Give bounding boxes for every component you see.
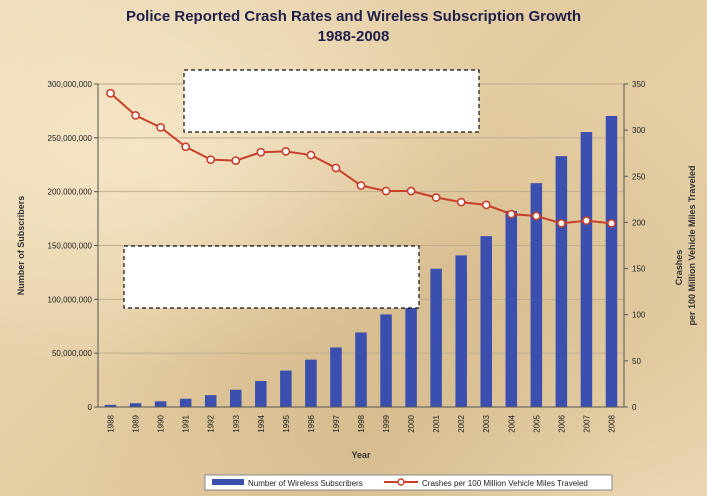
line-point xyxy=(607,218,616,228)
bar xyxy=(605,115,618,408)
x-tick-label: 2001 xyxy=(432,414,441,432)
bar xyxy=(455,255,467,407)
bar xyxy=(555,156,568,407)
line-point xyxy=(331,163,341,173)
left-tick-label: 100,000,000 xyxy=(48,295,93,304)
line-point xyxy=(481,200,491,210)
annotation-box-top xyxy=(183,69,480,133)
x-tick-label: 2004 xyxy=(507,414,516,432)
left-tick-label: 200,000,000 xyxy=(48,188,93,197)
right-tick-label: 0 xyxy=(632,403,637,412)
bar xyxy=(405,289,417,407)
line-point xyxy=(456,197,466,207)
line-point xyxy=(582,216,591,225)
line-point xyxy=(181,142,191,152)
x-tick-label: 2000 xyxy=(407,414,416,432)
annotation-boxes xyxy=(123,69,480,309)
legend-swatch-bars xyxy=(212,479,244,485)
bar xyxy=(355,332,367,407)
right-tick-label: 50 xyxy=(632,357,641,366)
right-tick-label: 350 xyxy=(632,80,646,89)
x-tick-label: 1998 xyxy=(357,414,366,432)
line-point xyxy=(156,122,166,132)
right-tick-label: 100 xyxy=(632,311,646,320)
line-point xyxy=(206,155,216,165)
bar xyxy=(330,347,342,407)
legend-label-line: Crashes per 100 Million Vehicle Miles Tr… xyxy=(422,479,588,488)
x-tick-label: 1996 xyxy=(307,414,316,432)
x-tick-label: 1988 xyxy=(107,414,116,432)
x-tick-label: 1994 xyxy=(257,414,266,432)
left-axis-title: Number of Subscribers xyxy=(16,196,26,296)
bar xyxy=(255,381,267,407)
line-point xyxy=(281,146,291,156)
line-point xyxy=(131,110,140,120)
x-tick-label: 1995 xyxy=(282,414,291,432)
x-tick-label: 2003 xyxy=(482,414,491,432)
x-tick-label: 1999 xyxy=(382,414,391,432)
x-tick-label: 2005 xyxy=(532,414,541,432)
line-point xyxy=(356,181,366,190)
left-tick-label: 0 xyxy=(88,403,93,412)
left-tick-label: 150,000,000 xyxy=(48,242,93,251)
x-tick-label: 1991 xyxy=(182,414,191,432)
bar xyxy=(129,403,142,407)
line-point xyxy=(256,147,266,157)
right-axis-title-line2: per 100 Million Vehicle Miles Traveled xyxy=(687,165,697,325)
x-tick-label: 1989 xyxy=(132,414,141,432)
bar xyxy=(505,210,518,407)
line-point xyxy=(231,156,241,165)
legend-label-bars: Number of Wireless Subscribers xyxy=(248,479,363,488)
line-point xyxy=(306,150,316,160)
line-point xyxy=(106,88,115,98)
axes: 0 50,000,000 100,000,000 150,000,000 200,000… xyxy=(16,80,697,460)
left-tick-label: 50,000,000 xyxy=(52,349,93,358)
chart-subtitle: 1988-2008 xyxy=(317,28,390,45)
legend-swatch-marker xyxy=(397,478,405,486)
bar xyxy=(480,236,492,407)
annotation-box-middle xyxy=(123,245,420,309)
line-point xyxy=(431,193,441,202)
x-tick-label: 2006 xyxy=(557,414,566,432)
line-point xyxy=(531,211,541,221)
bar xyxy=(154,401,167,407)
x-tick-label: 1990 xyxy=(157,414,166,432)
line-point xyxy=(556,218,566,228)
line-point xyxy=(406,186,416,196)
left-tick-label: 300,000,000 xyxy=(48,80,93,89)
bar xyxy=(230,389,242,407)
right-tick-label: 200 xyxy=(632,218,646,227)
bar xyxy=(430,268,442,407)
bar xyxy=(380,314,392,407)
x-tick-label: 2007 xyxy=(582,414,591,432)
bar xyxy=(530,183,543,407)
right-tick-label: 150 xyxy=(632,265,646,274)
x-tick-label: 1993 xyxy=(232,414,241,432)
bar-series xyxy=(104,115,618,408)
x-tick-label: 1997 xyxy=(332,414,341,432)
bar xyxy=(280,370,292,407)
line-point xyxy=(381,186,391,196)
right-tick-label: 250 xyxy=(632,172,646,181)
x-tick-label: 2008 xyxy=(607,414,616,432)
bar xyxy=(104,404,117,407)
x-tick-label: 2002 xyxy=(457,414,466,432)
legend: Number of Wireless Subscribers Crashes pe… xyxy=(204,474,613,491)
x-tick-label: 1992 xyxy=(207,414,216,432)
line-series xyxy=(106,88,616,228)
bar xyxy=(580,132,593,407)
chart-title: Police Reported Crash Rates and Wireless… xyxy=(126,8,581,25)
right-axis-title-line1: Crashes xyxy=(674,250,684,286)
bar xyxy=(305,359,317,407)
x-axis-title: Year xyxy=(351,450,371,460)
line-point xyxy=(506,209,516,219)
bar xyxy=(204,395,217,407)
left-tick-label: 250,000,000 xyxy=(48,134,93,143)
bar xyxy=(179,398,192,407)
right-tick-label: 300 xyxy=(632,126,646,135)
